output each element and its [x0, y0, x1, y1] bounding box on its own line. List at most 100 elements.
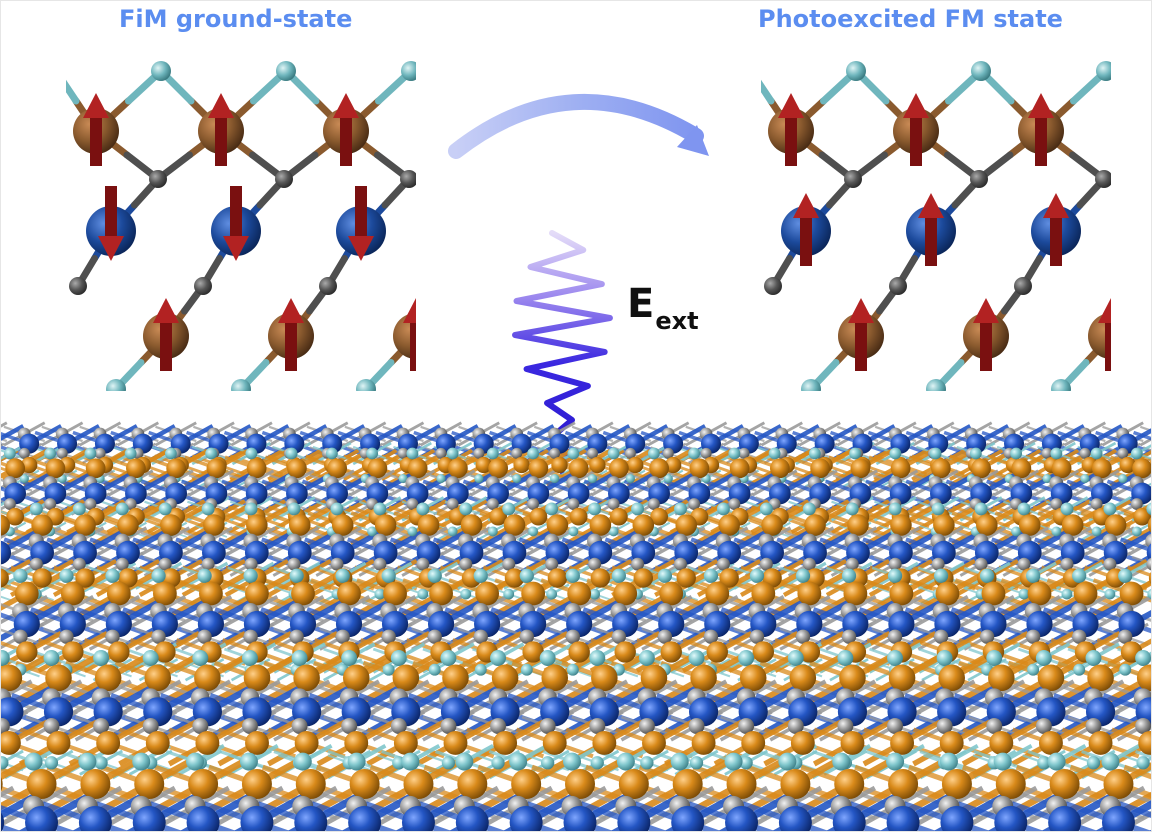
cyan-atom: [291, 650, 308, 666]
cyan-atom: [509, 752, 528, 771]
orange-atom: [1038, 731, 1063, 755]
cyan-atom: [106, 379, 126, 391]
cyan-atom: [3, 447, 16, 460]
cyan-atom: [325, 447, 338, 460]
cyan-atom: [728, 447, 741, 460]
orange-atom: [804, 514, 826, 536]
cyan-atom: [486, 447, 499, 460]
cyan-atom: [341, 650, 358, 666]
slab-bond: [1, 754, 38, 781]
cyan-atom: [1101, 752, 1120, 771]
orange-atom: [457, 769, 488, 799]
fim-lattice-panel: [66, 46, 416, 391]
cyan-atom: [1051, 526, 1062, 537]
cyan-atom: [1146, 502, 1151, 516]
orange-atom: [126, 458, 146, 479]
blue-atom: [671, 805, 705, 831]
cyan-atom: [132, 752, 151, 771]
orange-atom: [94, 664, 122, 692]
arrow-shaft: [910, 116, 922, 166]
orange-atom: [145, 731, 170, 755]
blue-atom: [886, 805, 920, 831]
orange-atom: [890, 514, 912, 536]
cyan-atom: [1026, 568, 1041, 583]
cyan-atom: [29, 502, 43, 516]
orange-atom: [609, 458, 629, 479]
cyan-atom: [406, 447, 419, 460]
blue-atom: [78, 805, 112, 831]
cyan-atom: [545, 502, 559, 516]
cyan-atom: [1, 650, 10, 666]
gray-atom: [1079, 447, 1091, 459]
cyan-atom: [289, 568, 304, 583]
orange-atom: [287, 458, 307, 479]
gray-atom: [764, 277, 782, 295]
orange-atom: [1103, 769, 1134, 799]
gray-atom: [889, 277, 907, 295]
slab-bond: [1, 529, 39, 555]
cyan-atom: [647, 447, 660, 460]
cyan-atom: [381, 568, 396, 583]
gray-atom: [1103, 557, 1117, 571]
gray-atom: [1118, 629, 1133, 644]
orange-atom: [741, 731, 766, 755]
cyan-atom: [407, 526, 418, 537]
gray-atom: [291, 717, 308, 734]
blue-atom: [1048, 805, 1082, 831]
orange-atom: [188, 769, 219, 799]
gray-atom: [1035, 717, 1052, 734]
orange-atom: [26, 769, 57, 799]
orange-atom: [45, 458, 66, 479]
orange-atom: [1119, 581, 1144, 606]
orange-atom: [930, 458, 951, 479]
orange-atom: [1, 514, 10, 536]
orange-atom: [489, 507, 508, 526]
gray-atom: [490, 717, 506, 734]
orange-atom: [294, 731, 319, 755]
orange-atom: [511, 769, 542, 799]
cyan-atom: [974, 502, 988, 516]
cyan-atom: [446, 447, 459, 460]
gray-atom: [527, 498, 540, 510]
cyan-atom: [986, 650, 1003, 666]
cyan-atom: [971, 61, 991, 81]
cyan-atom: [969, 447, 982, 460]
gray-atom: [341, 717, 358, 734]
cyan-atom: [43, 650, 60, 666]
orange-atom: [541, 664, 569, 692]
cyan-atom: [356, 379, 376, 391]
slab-bond: [1119, 537, 1151, 553]
cyan-atom: [1080, 474, 1090, 484]
slab-bond: [1123, 764, 1151, 780]
gray-atom: [841, 629, 857, 644]
orange-atom: [493, 731, 518, 755]
orange-atom: [888, 664, 916, 692]
slab-bond: [1129, 811, 1151, 827]
gray-atom: [887, 717, 903, 734]
cyan-atom: [44, 756, 59, 770]
gray-atom: [986, 717, 1003, 734]
gray-atom: [56, 447, 68, 459]
cyan-atom: [1037, 756, 1051, 770]
arrow-shaft: [1050, 216, 1062, 266]
cyan-atom: [657, 568, 673, 583]
gray-atom: [400, 170, 416, 188]
gray-atom: [738, 717, 755, 734]
blue-atom: [1146, 543, 1151, 562]
slab-bond: [1118, 801, 1151, 819]
slab-bond: [1134, 750, 1151, 759]
cyan-atom: [1096, 61, 1111, 81]
gray-atom: [201, 557, 215, 571]
cyan-atom: [503, 588, 515, 600]
cyan-atom: [24, 752, 43, 771]
cyan-atom: [366, 447, 379, 460]
cyan-atom: [231, 379, 251, 391]
gray-atom: [3, 498, 16, 510]
arrow-head: [1028, 93, 1054, 118]
cyan-atom: [832, 752, 851, 771]
orange-atom: [567, 581, 592, 606]
orange-atom: [632, 514, 655, 536]
spin-up-arrow-icon: [153, 298, 179, 371]
gray-atom: [638, 717, 655, 734]
blue-atom: [940, 805, 974, 831]
